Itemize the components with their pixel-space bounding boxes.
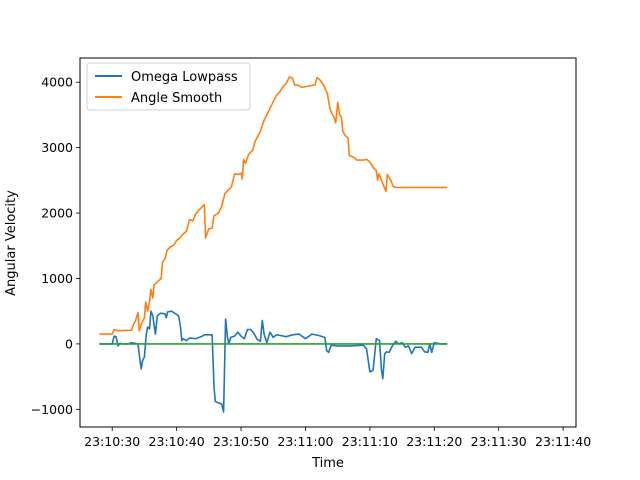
y-tick-label: −1000 — [31, 402, 73, 417]
x-tick-label: 23:11:10 — [342, 434, 398, 449]
x-tick-label: 23:11:30 — [471, 434, 527, 449]
legend-box — [86, 62, 251, 111]
x-axis: 23:10:30 23:10:40 23:10:50 23:11:00 23:11:10… — [84, 427, 591, 449]
y-tick-label: 0 — [65, 336, 73, 351]
axes-frame — [79, 57, 577, 428]
y-tick-label: 2000 — [41, 206, 73, 221]
legend-label-angle-smooth: Angle Smooth — [131, 91, 222, 106]
y-tick-label: 3000 — [41, 140, 73, 155]
legend: Omega Lowpass Angle Smooth — [86, 62, 251, 111]
x-tick-label: 23:10:30 — [84, 434, 140, 449]
angle-smooth-line — [99, 76, 448, 335]
x-tick-label: 23:11:40 — [535, 434, 591, 449]
legend-label-omega-lowpass: Omega Lowpass — [131, 70, 238, 85]
y-axis-label: Angular Velocity — [4, 190, 19, 296]
y-tick-label: 1000 — [41, 271, 73, 286]
x-tick-label: 23:10:50 — [213, 434, 269, 449]
x-tick-label: 23:11:00 — [277, 434, 333, 449]
y-tick-label: 4000 — [41, 75, 73, 90]
x-tick-label: 23:11:20 — [406, 434, 462, 449]
series-layer — [99, 76, 448, 413]
omega-lowpass-line — [99, 310, 448, 413]
x-tick-label: 23:10:40 — [149, 434, 205, 449]
x-axis-label: Time — [311, 456, 344, 471]
y-axis: −1000 0 1000 2000 3000 4000 — [31, 75, 80, 417]
plot-area — [79, 57, 577, 428]
